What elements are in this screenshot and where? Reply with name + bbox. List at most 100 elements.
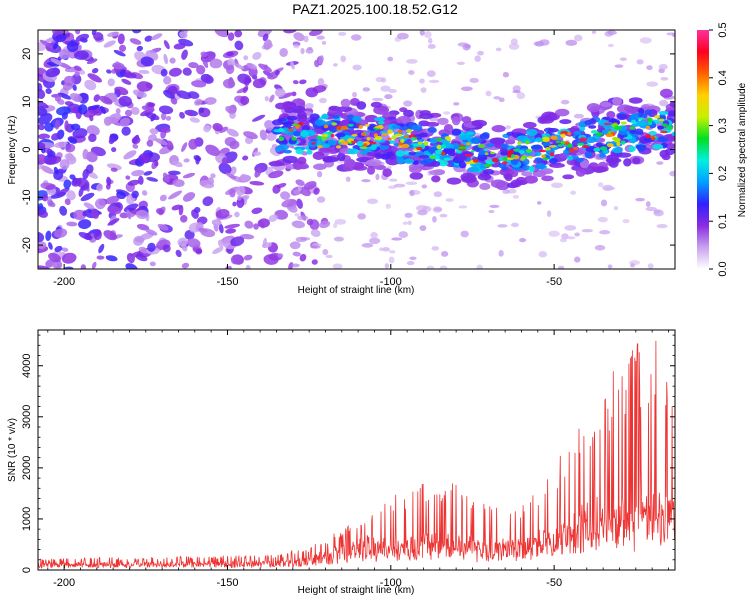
spectrogram-cell bbox=[311, 142, 317, 145]
spectrogram-cell bbox=[470, 137, 482, 145]
spectrogram-cell bbox=[585, 136, 597, 144]
spectrogram-cell bbox=[54, 245, 63, 253]
spectrogram-cell bbox=[428, 37, 433, 44]
spectrogram-cell bbox=[636, 59, 644, 65]
spectrogram-cell bbox=[431, 175, 441, 183]
spectrogram-cell bbox=[230, 254, 241, 265]
spectrogram-cell bbox=[429, 155, 436, 160]
spectrogram-cell bbox=[574, 256, 581, 263]
spectrogram-cell bbox=[616, 141, 621, 147]
spectrogram-cell bbox=[338, 31, 347, 36]
spectrogram-cell bbox=[370, 232, 378, 239]
spectrogram-cell bbox=[440, 144, 447, 149]
spectrogram-cell bbox=[654, 114, 660, 119]
spectrogram-cell bbox=[573, 130, 582, 135]
spectrogram-cell bbox=[401, 143, 410, 149]
spectrogram-cell bbox=[524, 140, 530, 145]
spectrogram-cell bbox=[573, 146, 578, 150]
spectrogram-cell bbox=[560, 133, 566, 138]
spectrogram-cell bbox=[396, 115, 412, 125]
spectrogram-cell bbox=[630, 119, 637, 124]
spectrogram-cell bbox=[626, 107, 638, 115]
spectrogram-cell bbox=[225, 172, 237, 180]
spectrogram-cell bbox=[539, 39, 550, 46]
spectrogram-cell bbox=[86, 58, 98, 65]
spectrogram-cell bbox=[175, 249, 182, 258]
spectrogram-cell bbox=[292, 251, 301, 257]
spectrogram-cell bbox=[471, 119, 487, 127]
spectrogram-cell bbox=[373, 105, 390, 115]
spectrogram-cell bbox=[168, 170, 181, 176]
spectrogram-cell bbox=[440, 250, 449, 257]
spectrogram-cell bbox=[56, 187, 70, 197]
spectrogram-cell bbox=[492, 157, 499, 163]
spectrogram-cell bbox=[159, 194, 167, 202]
spectrogram-cell bbox=[85, 151, 98, 163]
spectrogram-cell bbox=[479, 182, 491, 191]
spectrogram-cell bbox=[419, 225, 427, 231]
spectrogram-cell bbox=[628, 97, 643, 104]
spectrogram-cell bbox=[387, 137, 392, 141]
y-tick-label: 20 bbox=[21, 48, 33, 60]
spectrogram-cell bbox=[110, 167, 118, 172]
spectrogram-cell bbox=[666, 125, 674, 130]
spectrogram-cell bbox=[555, 108, 570, 117]
spectrogram-cell bbox=[591, 166, 608, 172]
spectrogram-cell bbox=[427, 126, 437, 134]
spectrogram-cell bbox=[341, 125, 348, 130]
spectrogram-cell bbox=[460, 86, 473, 92]
spectrogram-cell bbox=[600, 199, 608, 207]
spectrogram-cell bbox=[125, 263, 139, 269]
spectrogram-cell bbox=[253, 223, 259, 230]
spectrogram-cell bbox=[474, 55, 481, 63]
spectrogram-cell bbox=[352, 165, 368, 171]
spectrogram-cell bbox=[295, 236, 307, 243]
spectrogram-cell bbox=[181, 49, 188, 60]
spectrogram-cell bbox=[416, 204, 428, 212]
spectrogram-cell bbox=[263, 39, 273, 50]
spectrogram-cell bbox=[403, 109, 415, 118]
y-tick-label: -20 bbox=[21, 237, 33, 253]
spectrogram-cell bbox=[171, 160, 183, 168]
spectrogram-cell bbox=[336, 145, 342, 149]
spectrogram-cell bbox=[107, 205, 122, 215]
spectrogram-cell bbox=[418, 154, 430, 159]
spectrogram-cell bbox=[573, 34, 583, 42]
y-tick-label: 3000 bbox=[21, 405, 33, 429]
spectrogram-cell bbox=[54, 228, 68, 238]
spectrogram-cell bbox=[630, 263, 636, 268]
spectrogram-cell bbox=[268, 214, 278, 222]
spectrogram-cell bbox=[170, 96, 178, 105]
spectrogram-cell bbox=[123, 72, 137, 79]
spectrogram-cell bbox=[356, 101, 367, 110]
spectrogram-cell bbox=[106, 69, 112, 74]
spectrogram-cell bbox=[41, 194, 49, 202]
spectrogram-cell bbox=[378, 247, 384, 252]
spectrogram-cell bbox=[149, 128, 159, 135]
spectrogram-cell bbox=[427, 44, 436, 49]
spectrogram-cell bbox=[244, 220, 254, 229]
spectrogram-cell bbox=[337, 152, 346, 162]
spectrogram-cell bbox=[45, 184, 56, 190]
spectrogram-cell bbox=[323, 124, 329, 129]
spectrogram-cell bbox=[517, 141, 522, 146]
spectrogram-cell bbox=[567, 132, 572, 136]
spectrogram-cell bbox=[182, 172, 196, 179]
spectrogram-cell bbox=[211, 219, 222, 226]
spectrogram-cell bbox=[603, 186, 616, 191]
spectrogram-cell bbox=[669, 101, 675, 108]
spectrogram-cell bbox=[396, 32, 409, 40]
spectrogram-cell bbox=[599, 146, 608, 151]
snr-y-ticks: 0 1000 2000 3000 4000 bbox=[21, 334, 675, 573]
spectrogram-cell bbox=[282, 121, 295, 127]
snr-series-line bbox=[38, 340, 675, 570]
spectrogram-cell bbox=[257, 30, 273, 38]
spectrogram-cell bbox=[385, 203, 391, 209]
x-tick-label: -100 bbox=[380, 577, 402, 589]
spectrogram-cell bbox=[659, 88, 673, 98]
spectrogram-cell bbox=[295, 179, 305, 187]
spectrogram-cell bbox=[296, 198, 303, 209]
spectrogram-cell bbox=[512, 85, 521, 92]
spectrogram-cell bbox=[299, 253, 307, 262]
spectrogram-cell bbox=[274, 209, 289, 220]
